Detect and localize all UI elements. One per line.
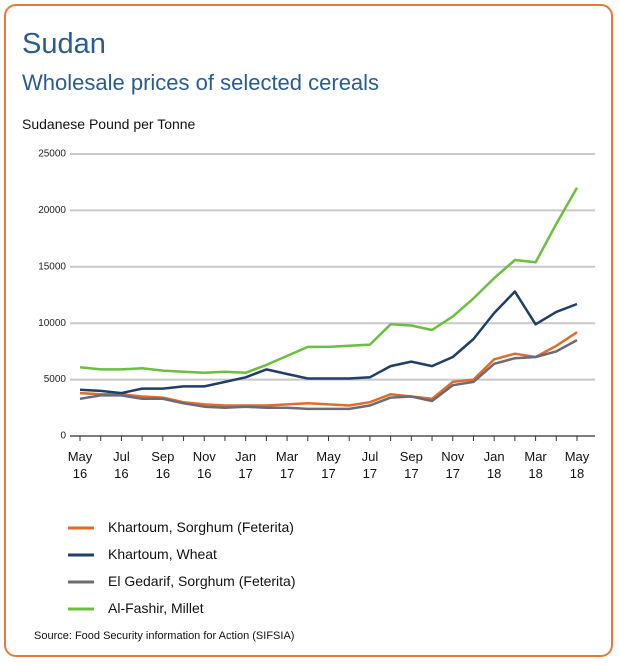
source: Source: Food Security information for Ac… [34, 630, 295, 642]
x-tick-label: Mar 17 [275, 449, 299, 481]
y-axis-label: Sudanese Pound per Tonne [22, 116, 196, 132]
x-tick-label: Jan 17 [235, 449, 257, 481]
x-tick-label: Jul 16 [113, 449, 130, 481]
x-tick-label: Jan 18 [483, 449, 505, 481]
x-tick-label: May 17 [316, 449, 341, 481]
legend-label: Khartoum, Wheat [108, 546, 217, 562]
legend-label: Khartoum, Sorghum (Feterita) [108, 519, 294, 535]
series-line [79, 339, 578, 411]
x-tick-label: Mar 18 [524, 449, 547, 481]
chart-title: Sudan [22, 28, 106, 60]
x-tick-label: Nov 17 [441, 449, 465, 481]
card [4, 4, 613, 657]
series-line [79, 187, 579, 375]
x-tick-label: Jul 17 [361, 449, 379, 481]
y-tick-label: 10000 [38, 318, 66, 329]
y-tick-label: 15000 [38, 261, 66, 272]
x-tick-label: Sep 16 [151, 449, 175, 481]
y-tick-label: 25000 [38, 149, 66, 160]
legend-label: El Gedarif, Sorghum (Feterita) [108, 573, 296, 589]
series-line [79, 290, 578, 395]
y-tick-label: 0 [60, 431, 66, 442]
legend-label: Al-Fashir, Millet [108, 600, 204, 616]
x-tick-label: May 18 [564, 449, 590, 481]
chart-subtitle: Wholesale prices of selected cereals [22, 70, 380, 95]
y-tick-label: 5000 [44, 374, 67, 385]
x-tick-label: Nov 16 [192, 449, 216, 481]
x-tick-label: May 16 [67, 449, 93, 481]
x-tick-label: Sep 17 [399, 449, 423, 481]
y-tick-label: 20000 [38, 205, 66, 216]
